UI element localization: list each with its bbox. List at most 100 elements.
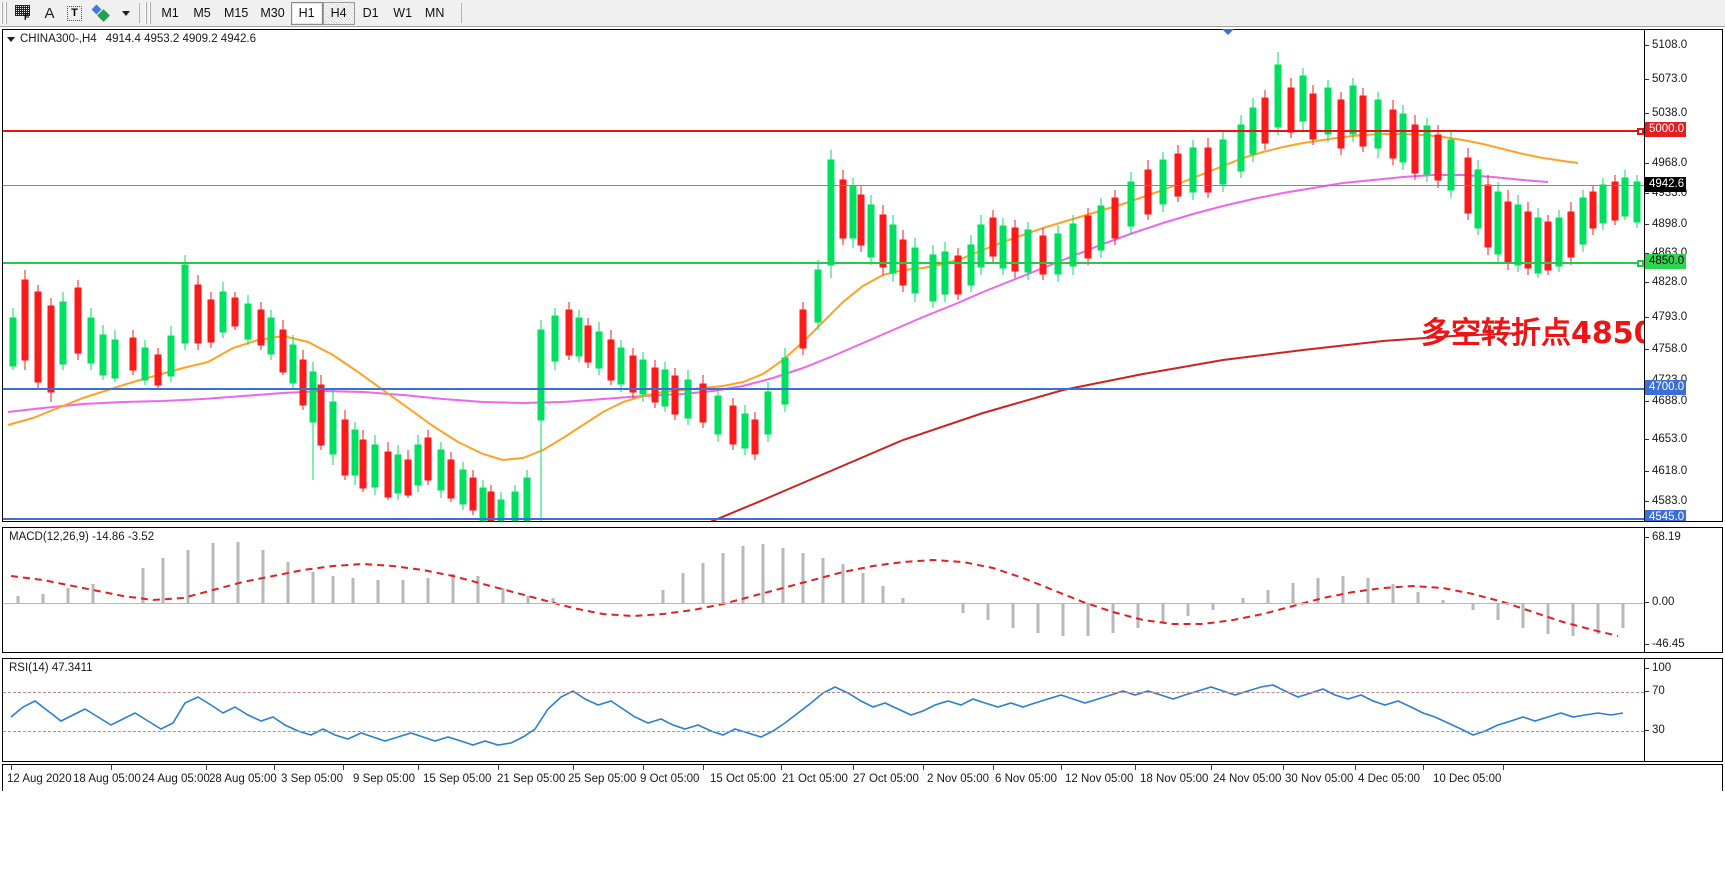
macd-panel[interactable]: MACD(12,26,9) -14.86 -3.52 [2,527,1723,653]
timeframe-m15[interactable]: M15 [224,6,249,20]
symbol-info-row: CHINA300-,H4 4914.4 4953.2 4909.2 4942.6 [7,33,256,45]
price-tick: 4583.0 [1645,495,1722,508]
price-tick: 4898.0 [1645,218,1722,231]
shapes-glyph [91,4,110,22]
price-tag-pivot-4850[interactable]: 4850.0 [1645,254,1687,269]
rsi-level-30-line [3,731,1644,732]
macd-tick: -46.45 [1645,638,1722,651]
main-toolbar: F A T M1 M5 M15 M30 H1 H4 D1 W1 MN [0,0,1725,27]
rsi-panel[interactable]: RSI(14) 47.3411 100 70 30 [2,658,1723,762]
timeframe-m30[interactable]: M30 [260,6,285,20]
timeframe-m5[interactable]: M5 [193,6,211,20]
time-label: 28 Aug 05:00 [209,773,277,785]
support-line-4700[interactable] [3,388,1644,390]
chart-annotation-text: 多空转折点4850 [1421,316,1644,351]
timeframe-mn[interactable]: MN [424,6,445,20]
time-label: 10 Dec 05:00 [1433,773,1502,785]
pivot-line-4850[interactable] [3,260,1644,267]
chart-template-glyph: F [15,4,32,22]
symbol-label: CHINA300-,H4 [20,33,97,45]
rsi-tick: 30 [1645,724,1722,737]
price-tag-resistance-5000[interactable]: 5000.0 [1645,122,1687,137]
chart-template-icon[interactable]: F [10,2,37,25]
candlestick-series [7,52,1641,521]
time-label: 9 Sep 05:00 [353,773,416,785]
price-tick: 4758.0 [1645,343,1722,356]
rsi-level-70-line [3,692,1644,693]
time-label: 21 Sep 05:00 [497,773,566,785]
symbol-ohlc: 4914.4 4953.2 4909.2 4942.6 [105,33,256,45]
timeframe-h4[interactable]: H4 [322,1,355,25]
rsi-tick: 70 [1645,685,1722,698]
price-tick: 4653.0 [1645,433,1722,446]
toolbar-divider-2 [460,3,462,23]
ma-mid-line [7,174,1549,413]
macd-tick: 68.19 [1645,531,1722,544]
price-tick: 5073.0 [1645,73,1722,86]
time-label: 6 Nov 05:00 [995,773,1058,785]
time-label: 15 Oct 05:00 [710,773,776,785]
price-tick: 5038.0 [1645,107,1722,120]
price-tick: 4968.0 [1645,157,1722,170]
time-label: 4 Dec 05:00 [1358,773,1421,785]
resistance-line-5000[interactable] [3,128,1644,135]
toolbar-grip-1[interactable] [1,2,8,24]
macd-label: MACD(12,26,9) -14.86 -3.52 [9,531,155,543]
chart-scroll-marker-icon[interactable] [1222,29,1234,35]
ma-fast-line [7,133,1579,462]
time-label: 12 Aug 2020 [7,773,72,785]
macd-histogram [16,542,1625,636]
time-label: 3 Sep 05:00 [281,773,344,785]
price-plot[interactable]: 多空转折点4850 [3,30,1644,521]
rsi-label: RSI(14) 47.3411 [9,662,93,674]
time-label: 15 Sep 05:00 [423,773,492,785]
time-axis[interactable]: 12 Aug 2020 18 Aug 05:00 24 Aug 05:00 28… [2,764,1723,791]
macd-plot[interactable] [3,528,1644,652]
timeframe-w1[interactable]: W1 [393,6,413,20]
time-label: 18 Aug 05:00 [73,773,141,785]
time-label: 12 Nov 05:00 [1065,773,1134,785]
rsi-line [10,684,1624,746]
price-tick: 4793.0 [1645,311,1722,324]
rsi-axis[interactable]: 100 70 30 [1644,659,1722,761]
price-tick: 5108.0 [1645,39,1722,52]
rsi-plot[interactable] [3,659,1644,761]
macd-tick: 0.00 [1645,596,1722,609]
time-label: 18 Nov 05:00 [1140,773,1209,785]
time-label: 24 Aug 05:00 [142,773,210,785]
price-panel[interactable]: CHINA300-,H4 4914.4 4953.2 4909.2 4942.6 [2,29,1723,522]
toolbar-divider-1 [139,3,140,23]
time-label: 24 Nov 05:00 [1213,773,1282,785]
time-label: 9 Oct 05:00 [640,773,700,785]
macd-series [10,542,1625,637]
toolbar-grip-2[interactable] [145,2,152,24]
time-label: 27 Oct 05:00 [853,773,919,785]
price-tag-support-4700[interactable]: 4700.0 [1645,380,1687,395]
price-tick: 4618.0 [1645,465,1722,478]
price-tag-support-4545[interactable]: 4545.0 [1645,510,1687,521]
text-label-tool-icon[interactable]: T [62,2,87,25]
macd-zero-line [3,603,1644,604]
chart-area: CHINA300-,H4 4914.4 4953.2 4909.2 4942.6 [0,27,1725,895]
rsi-tick: 100 [1645,662,1722,675]
rsi-series [10,684,1624,746]
price-axis[interactable]: 5108.0 5073.0 5038.0 4968.0 4933.0 4898.… [1644,30,1722,521]
candles [9,52,1641,521]
timeframe-d1[interactable]: D1 [362,6,379,20]
timeframe-h1[interactable]: H1 [290,1,323,25]
text-label-glyph: T [67,5,82,21]
shapes-dropdown-caret-icon[interactable] [115,2,135,25]
support-line-4545[interactable] [3,518,1644,520]
text-tool-icon[interactable]: A [44,4,55,22]
last-price-line-4942 [3,185,1644,186]
price-tag-last-price: 4942.6 [1645,177,1687,192]
price-tick: 4828.0 [1645,276,1722,289]
macd-signal-line [10,558,1619,637]
time-label: 21 Oct 05:00 [782,773,848,785]
ma-slow-line [710,332,1524,521]
macd-axis[interactable]: 68.19 0.00 -46.45 [1644,528,1722,652]
shapes-tool-icon[interactable] [87,2,115,25]
timeframe-m1[interactable]: M1 [161,6,179,20]
price-tick: 4688.0 [1645,395,1722,408]
symbol-collapse-caret-icon[interactable] [7,36,15,42]
